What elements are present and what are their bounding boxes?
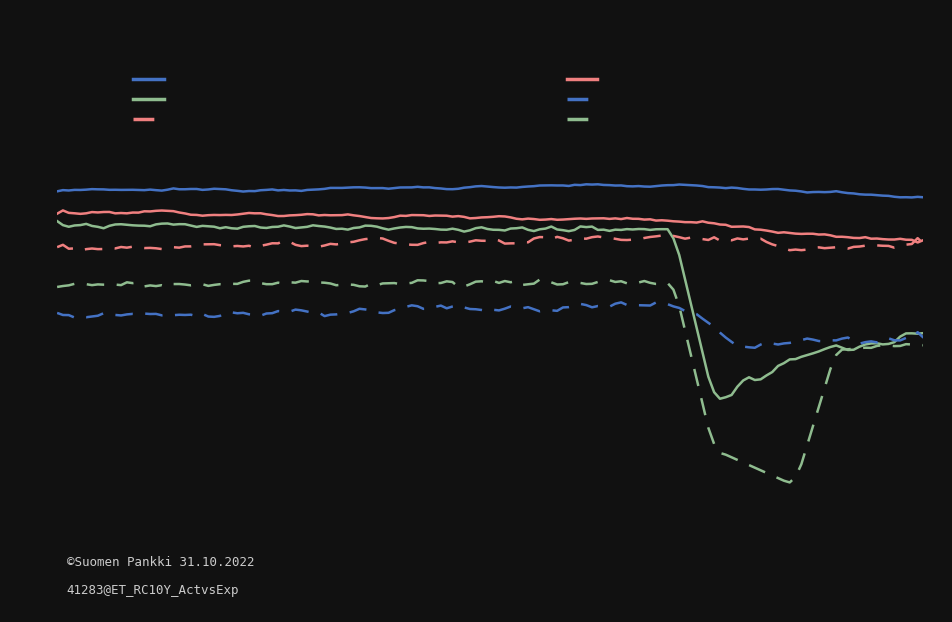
Text: 41283@ET_RC10Y_ActvsExp: 41283@ET_RC10Y_ActvsExp [67, 584, 239, 597]
Legend: , , : , , [566, 73, 602, 127]
Text: ©Suomen Pankki 31.10.2022: ©Suomen Pankki 31.10.2022 [67, 556, 254, 569]
